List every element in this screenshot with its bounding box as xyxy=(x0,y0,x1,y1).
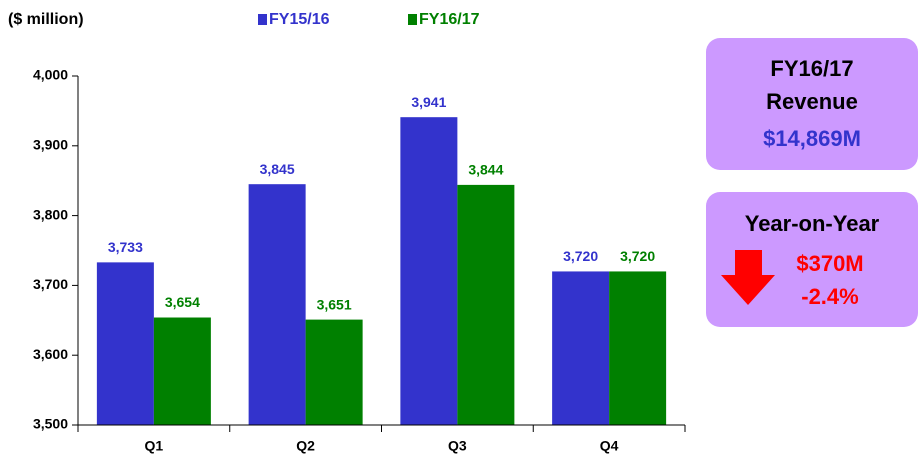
panel-title: Year-on-Year xyxy=(745,211,880,236)
bar xyxy=(609,271,667,425)
bar xyxy=(552,271,610,425)
change-panel: Year-on-Year $370M -2.4% xyxy=(706,192,918,327)
legend-label: FY15/16 xyxy=(269,11,330,28)
y-tick-label: 3,900 xyxy=(33,137,68,153)
y-axis-label: ($ million) xyxy=(8,11,84,28)
panel-box xyxy=(706,192,918,327)
y-tick-label: 4,000 xyxy=(33,67,68,83)
panel-box xyxy=(706,38,918,170)
revenue-panel: FY16/17 Revenue $14,869M xyxy=(706,38,918,170)
value-label: 3,720 xyxy=(620,248,655,264)
legend-swatch xyxy=(408,14,417,25)
value-label: 3,720 xyxy=(563,248,598,264)
value-label: 3,845 xyxy=(260,161,295,177)
x-tick-label: Q3 xyxy=(448,438,467,454)
y-tick-label: 3,600 xyxy=(33,346,68,362)
legend-label: FY16/17 xyxy=(419,11,480,28)
x-tick-label: Q4 xyxy=(600,438,619,454)
x-tick-label: Q2 xyxy=(296,438,315,454)
down-arrow xyxy=(721,250,775,305)
panel-text: Revenue xyxy=(766,89,858,114)
panel-amount: $14,869M xyxy=(763,126,861,151)
bar xyxy=(400,117,458,425)
bar xyxy=(305,319,363,425)
panel-text: FY16/17 xyxy=(770,56,853,81)
bar xyxy=(457,184,515,425)
legend-swatch xyxy=(258,14,267,25)
value-label: 3,844 xyxy=(468,162,503,178)
change-amount: $370M xyxy=(796,251,863,276)
value-label: 3,654 xyxy=(165,294,200,310)
y-tick-label: 3,500 xyxy=(33,416,68,432)
change-percent: -2.4% xyxy=(801,284,858,309)
value-label: 3,941 xyxy=(411,94,446,110)
bar xyxy=(96,262,154,425)
value-label: 3,651 xyxy=(317,296,352,312)
y-tick-label: 3,700 xyxy=(33,276,68,292)
value-label: 3,733 xyxy=(108,239,143,255)
x-tick-label: Q1 xyxy=(145,438,164,454)
y-tick-label: 3,800 xyxy=(33,206,68,222)
bar xyxy=(248,184,306,425)
bar xyxy=(153,317,211,425)
